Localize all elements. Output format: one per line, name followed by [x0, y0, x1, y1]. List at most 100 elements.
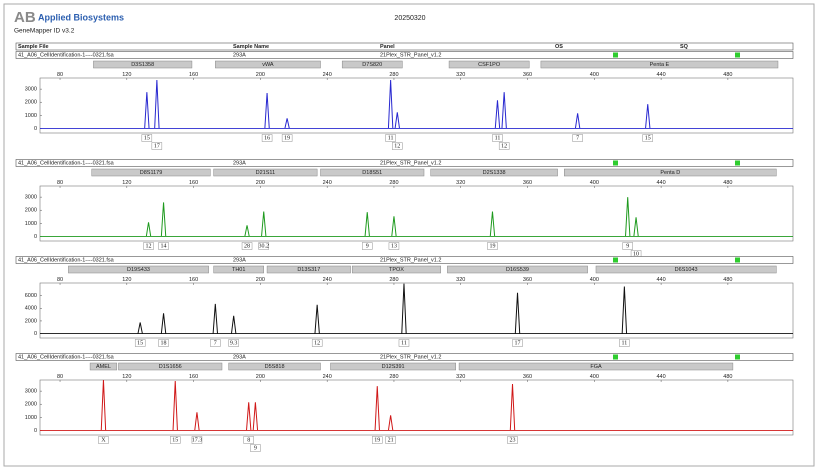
x-tick-label: 280	[389, 277, 398, 283]
x-tick-label: 360	[523, 374, 532, 380]
plot-area	[39, 379, 794, 436]
marker-name: FGA	[590, 364, 602, 370]
allele-label: 17	[154, 143, 160, 149]
allele-label: 12	[394, 143, 400, 149]
marker-name: AMEL	[96, 364, 111, 370]
plot-area	[39, 282, 794, 339]
marker-bin	[213, 265, 264, 274]
marker-bin	[430, 168, 558, 177]
allele-label: 11	[621, 340, 627, 346]
y-tick-label: 0	[34, 234, 37, 240]
x-tick-label: 240	[323, 72, 332, 78]
allele-box	[98, 436, 109, 444]
marker-name: D6S1043	[675, 267, 698, 273]
allele-box	[619, 339, 630, 347]
allele-box	[372, 436, 383, 444]
allele-label: 21	[388, 437, 394, 443]
allele-box	[398, 339, 410, 347]
allele-box	[392, 142, 403, 150]
x-tick-label: 400	[590, 374, 599, 380]
peak	[252, 402, 259, 431]
x-tick-label: 200	[256, 277, 265, 283]
peak	[374, 386, 380, 431]
sample-name: 293A	[233, 257, 246, 263]
peak	[633, 217, 639, 237]
column-header: Sample Name	[233, 44, 269, 50]
peak	[145, 222, 152, 237]
x-tick-label: 360	[523, 180, 532, 186]
allele-label: 12	[501, 143, 507, 149]
x-tick-label: 320	[456, 180, 465, 186]
marker-name: vWA	[262, 62, 274, 68]
column-header: Sample File	[18, 44, 49, 50]
x-tick-label: 320	[456, 374, 465, 380]
marker-name: CSF1PO	[478, 62, 501, 68]
allele-label: 7	[214, 340, 217, 346]
electropherogram: 41_A06_CellIdentification-1----0321.fsa 2…	[15, 51, 794, 150]
allele-box	[261, 134, 273, 142]
peak	[172, 381, 178, 431]
x-tick-label: 320	[456, 72, 465, 78]
allele-label: 15	[144, 135, 150, 141]
sample-file: 41_A06_CellIdentification-1----0321.fsa	[18, 257, 115, 263]
allele-box	[151, 142, 163, 150]
status-os	[613, 52, 618, 58]
marker-bin	[564, 168, 777, 177]
electropherogram: 41_A06_CellIdentification-1----0321.fsa 2…	[15, 256, 794, 347]
allele-box	[134, 339, 146, 347]
peak	[364, 212, 370, 237]
allele-label: 9	[626, 243, 629, 249]
peak	[154, 79, 160, 129]
allele-label: 30.2	[258, 243, 269, 249]
marker-name: TH01	[232, 267, 245, 273]
y-tick-label: 0	[34, 331, 37, 337]
allele-box	[241, 242, 253, 250]
panel-name: 21Plex_STR_Panel_v1.2	[380, 354, 441, 360]
x-tick-label: 360	[523, 277, 532, 283]
allele-box	[170, 436, 181, 444]
peak	[314, 304, 320, 334]
peak	[489, 211, 496, 237]
allele-box	[210, 339, 221, 347]
peak	[391, 216, 397, 237]
status-os	[613, 257, 618, 263]
marker-bin	[213, 168, 318, 177]
peak	[574, 113, 581, 129]
allele-box	[143, 242, 154, 250]
x-tick-label: 160	[189, 277, 198, 283]
allele-box	[250, 444, 261, 452]
x-tick-label: 80	[57, 374, 63, 380]
marker-name: D12S391	[382, 364, 405, 370]
electropherogram: 41_A06_CellIdentification-1----0321.fsa 2…	[15, 353, 794, 452]
peak	[137, 322, 143, 334]
allele-label: 9.3	[230, 340, 238, 346]
allele-label: 11	[388, 135, 394, 141]
marker-name: Penta E	[650, 62, 670, 68]
sample-file: 41_A06_CellIdentification-1----0321.fsa	[18, 160, 115, 166]
y-tick-label: 6000	[25, 293, 37, 299]
y-tick-label: 3000	[25, 389, 37, 395]
allele-box	[281, 134, 293, 142]
y-tick-label: 3000	[25, 195, 37, 201]
marker-name: D19S433	[127, 267, 150, 273]
allele-label: 7	[576, 135, 579, 141]
peak	[230, 315, 237, 334]
x-tick-label: 280	[389, 72, 398, 78]
x-tick-label: 480	[723, 180, 732, 186]
peak	[264, 93, 270, 129]
marker-bin	[448, 60, 530, 69]
marker-bin	[595, 265, 777, 274]
allele-box	[258, 242, 269, 250]
x-tick-label: 120	[122, 180, 131, 186]
panel-name: 21Plex_STR_Panel_v1.2	[380, 160, 441, 166]
column-header: OS	[555, 44, 563, 50]
peak	[645, 104, 651, 129]
x-tick-label: 440	[657, 72, 666, 78]
panel-name: 21Plex_STR_Panel_v1.2	[380, 257, 441, 263]
allele-box	[385, 436, 396, 444]
x-tick-label: 280	[389, 374, 398, 380]
peak	[212, 303, 219, 334]
sample-row	[15, 159, 794, 167]
allele-box	[512, 339, 523, 347]
y-tick-label: 2000	[25, 100, 37, 106]
